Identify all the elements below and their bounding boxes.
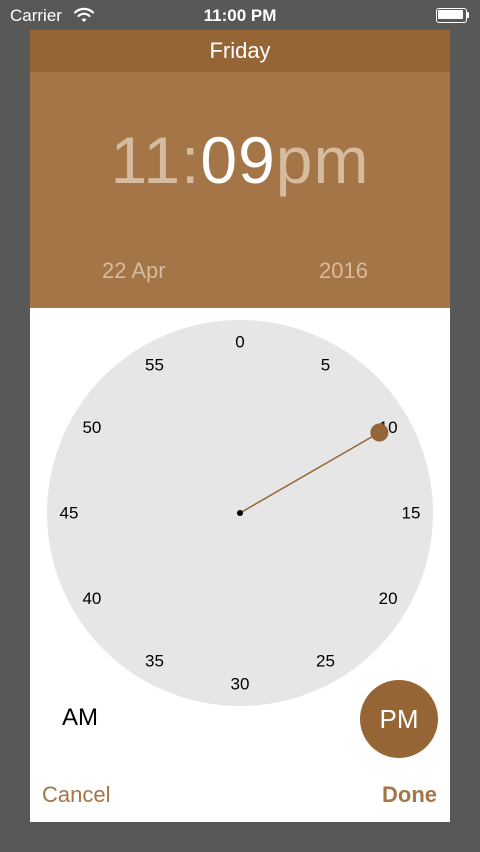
am-button[interactable]: AM bbox=[62, 704, 98, 731]
meridiem-value[interactable]: pm bbox=[275, 123, 370, 197]
dial-label-5[interactable]: 5 bbox=[321, 355, 330, 374]
picker-header: 11:09pm 22 Apr 2016 bbox=[30, 72, 450, 308]
time-display: 11:09pm bbox=[30, 122, 450, 198]
dial-label-20[interactable]: 20 bbox=[379, 589, 398, 608]
dial-label-25[interactable]: 25 bbox=[316, 652, 335, 671]
dial-hand-knob[interactable] bbox=[370, 423, 389, 442]
pm-button[interactable]: PM bbox=[360, 680, 438, 758]
minute-dial[interactable]: 0 5 10 15 20 25 30 35 40 45 50 55 bbox=[47, 320, 433, 706]
dial-center-dot bbox=[237, 510, 243, 516]
carrier-label: Carrier bbox=[10, 6, 62, 25]
time-separator: : bbox=[181, 123, 201, 197]
done-button[interactable]: Done bbox=[382, 782, 437, 807]
dial-label-0[interactable]: 0 bbox=[235, 333, 244, 352]
date-value[interactable]: 22 Apr bbox=[102, 258, 166, 283]
battery-icon bbox=[436, 8, 470, 23]
wifi-icon bbox=[73, 7, 95, 23]
status-time: 11:00 PM bbox=[203, 6, 277, 25]
dial-label-40[interactable]: 40 bbox=[82, 589, 101, 608]
minute-value[interactable]: 09 bbox=[200, 123, 276, 197]
weekday-label: Friday bbox=[30, 30, 450, 72]
year-value[interactable]: 2016 bbox=[319, 258, 368, 283]
status-bar: Carrier 11:00 PM bbox=[0, 0, 480, 30]
dial-label-55[interactable]: 55 bbox=[145, 355, 164, 374]
dial-label-15[interactable]: 15 bbox=[402, 504, 421, 523]
dial-label-35[interactable]: 35 bbox=[145, 652, 164, 671]
dial-label-30[interactable]: 30 bbox=[231, 675, 250, 694]
dial-label-50[interactable]: 50 bbox=[82, 418, 101, 437]
dial-hand bbox=[239, 431, 380, 514]
dial-label-45[interactable]: 45 bbox=[60, 504, 79, 523]
cancel-button[interactable]: Cancel bbox=[42, 782, 111, 807]
hour-value[interactable]: 11 bbox=[110, 123, 182, 197]
time-picker-dialog: Friday 11:09pm 22 Apr 2016 0 5 10 15 20 25 30 3… bbox=[30, 30, 450, 822]
